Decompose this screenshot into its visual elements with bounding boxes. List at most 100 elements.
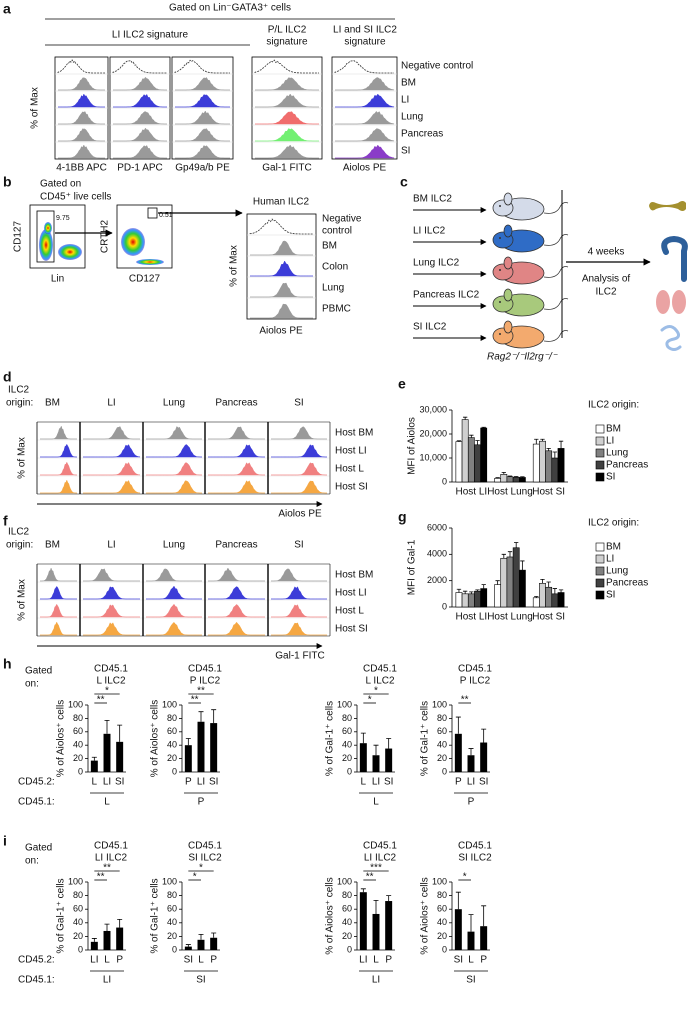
- significance-label: **: [461, 695, 469, 706]
- group-label: LI: [103, 975, 111, 986]
- error-bar: [468, 748, 474, 756]
- error-bar: [481, 905, 487, 927]
- significance-label: **: [97, 695, 105, 706]
- y-tick-label: 0: [442, 476, 447, 486]
- histogram: [271, 426, 327, 440]
- row-label: BM: [401, 78, 416, 89]
- bar: [184, 745, 192, 772]
- histogram: [255, 111, 319, 125]
- error-bar: [456, 588, 462, 593]
- bar: [545, 450, 553, 483]
- flow-gate: [147, 207, 158, 219]
- significance-label: *: [193, 872, 197, 883]
- legend-title: ILC2 origin:: [588, 400, 639, 411]
- origin-label: Pancreas: [215, 540, 257, 551]
- origin-label: BM: [45, 398, 60, 409]
- histogram: [208, 567, 265, 582]
- donor-label: Pancreas ILC2: [413, 290, 480, 301]
- bar: [539, 440, 546, 483]
- y-tick-label: 60: [73, 904, 83, 914]
- error-bar: [540, 438, 545, 442]
- mouse-ear: [503, 224, 513, 238]
- origin-label: LI: [107, 540, 115, 551]
- label: on:: [25, 856, 39, 867]
- gate-value: 0.51: [159, 212, 173, 219]
- histogram: [335, 77, 395, 91]
- histogram: [112, 60, 167, 74]
- legend-swatch: [595, 448, 605, 458]
- histogram: [113, 145, 167, 159]
- chart-title: CD45.1: [458, 664, 492, 675]
- error-bar: [104, 720, 110, 734]
- axis-label: % of Gal-1⁺ cells: [150, 878, 161, 953]
- histogram: [146, 568, 202, 582]
- mouse-ear: [503, 256, 513, 270]
- error-bar: [552, 451, 558, 458]
- row-label: Host BM: [335, 570, 373, 581]
- panel-label: h: [3, 656, 12, 672]
- legend-swatch: [595, 460, 605, 470]
- error-bar: [386, 738, 392, 749]
- chart-title: CD45.1: [94, 664, 128, 675]
- bar: [103, 733, 111, 772]
- marker-label: Gal-1 FITC: [262, 163, 311, 174]
- axis-label: % of Max: [229, 245, 240, 287]
- x-tick-label: LI: [359, 955, 367, 966]
- histogram: [335, 144, 395, 159]
- label: Human ILC2: [253, 197, 310, 208]
- histogram: [250, 260, 313, 277]
- mouse-tail: [543, 202, 569, 214]
- y-tick-label: 2000: [427, 575, 447, 585]
- y-tick-label: 40: [167, 917, 177, 927]
- label: origin:: [6, 398, 33, 409]
- histogram: [40, 425, 77, 440]
- axis-label: % of Aiolos⁺ cells: [56, 700, 67, 778]
- histogram: [113, 76, 167, 91]
- intestine-icon: [660, 325, 682, 351]
- y-tick-label: 40: [167, 740, 177, 750]
- histogram: [334, 60, 394, 74]
- marker-label: Aiolos PE: [343, 163, 387, 174]
- histogram: [40, 461, 77, 476]
- y-tick-label: 40: [342, 917, 352, 927]
- donor-label: Lung ILC2: [413, 258, 460, 269]
- axis-label: MFI of Gal-1: [407, 539, 418, 595]
- y-tick-label: 40: [437, 740, 447, 750]
- legend-swatch: [595, 472, 605, 482]
- x-tick-label: L: [468, 955, 474, 966]
- bar: [480, 427, 488, 483]
- histogram: [335, 111, 395, 125]
- label: origin:: [6, 540, 33, 551]
- chart-title: CD45.1: [94, 841, 128, 852]
- bar: [372, 913, 380, 950]
- x-tick-label: LI: [467, 777, 475, 788]
- bar: [518, 569, 526, 608]
- x-tick-label: SI: [115, 777, 124, 788]
- error-bar: [117, 919, 123, 928]
- chart-title: L ILC2: [365, 676, 395, 687]
- legend-label: SI: [606, 472, 615, 483]
- error-bar: [198, 933, 204, 940]
- x-tick-label: SI: [209, 777, 218, 788]
- histogram-box: [246, 213, 317, 320]
- origin-label: SI: [294, 540, 303, 551]
- bar: [210, 723, 218, 772]
- y-tick-label: 60: [342, 904, 352, 914]
- label: ILC2: [8, 527, 30, 538]
- x-tick-label: P: [385, 955, 392, 966]
- legend-label: BM: [606, 542, 621, 553]
- significance-label: *: [368, 695, 372, 706]
- y-tick-label: 0: [442, 766, 447, 776]
- chart-title: SI ILC2: [188, 853, 222, 864]
- bar: [197, 939, 205, 950]
- row-label: CD45.2:: [18, 955, 55, 966]
- histogram: [255, 93, 319, 108]
- histogram: [335, 93, 395, 108]
- chart-title: LI ILC2: [95, 853, 128, 864]
- bar: [467, 755, 475, 772]
- y-tick-label: 0: [78, 766, 83, 776]
- bar: [90, 941, 98, 950]
- histogram: [58, 128, 105, 142]
- flow-density: [121, 228, 145, 256]
- bar: [116, 741, 124, 772]
